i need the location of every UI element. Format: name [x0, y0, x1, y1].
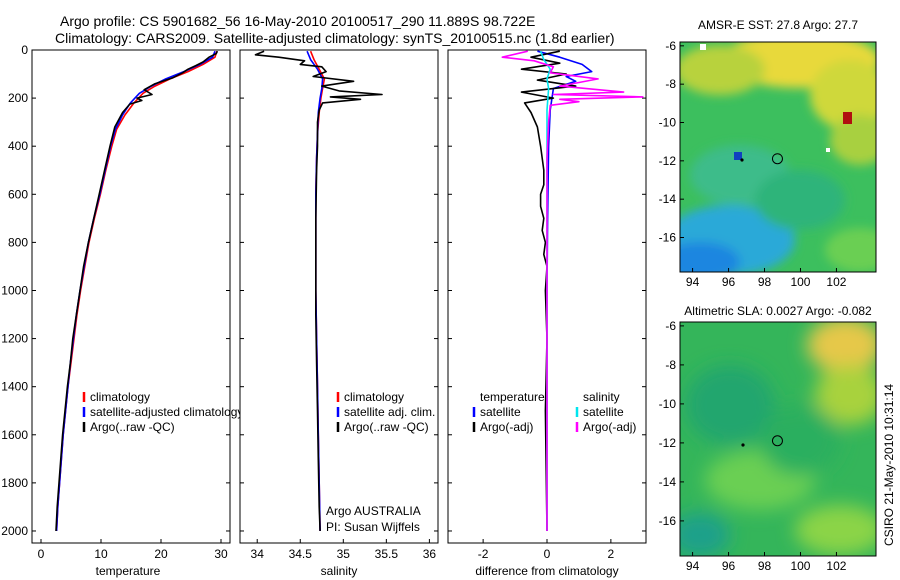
- temperature-xlabel: temperature: [96, 564, 161, 578]
- difference-legend-label: satellite: [583, 405, 624, 419]
- depth-tick-label: 1600: [1, 428, 28, 442]
- difference-legend-title: temperature: [480, 390, 545, 404]
- sst-map-ytick-label: -14: [659, 192, 677, 206]
- difference-xtick-label: 2: [608, 547, 615, 561]
- sst-map-panel: AMSR-E SST: 27.8 Argo: 27.7 94 96 98 100 102…: [659, 18, 877, 289]
- salinity-xtick-label: 34.5: [289, 547, 313, 561]
- difference-legend-label: Argo(-adj): [583, 420, 636, 434]
- sla-map-xtick-label: 96: [722, 559, 736, 573]
- salinity-xtick-label: 35: [337, 547, 351, 561]
- depth-tick-label: 1400: [1, 380, 28, 394]
- difference-xtick-label: 0: [544, 547, 551, 561]
- sla-argo-dot: [741, 443, 745, 447]
- sla-map-xtick-label: 100: [790, 559, 810, 573]
- sla-map-xtick-label: 98: [758, 559, 772, 573]
- sla-map-ytick-label: -14: [659, 475, 677, 489]
- difference-series-line-3: [501, 50, 644, 531]
- figure-title-line1: Argo profile: CS 5901682_56 16-May-2010 …: [60, 13, 536, 29]
- depth-tick-label: 800: [8, 235, 28, 249]
- salinity-legend-label: Argo(..raw -QC): [344, 420, 429, 434]
- sst-map-xtick-label: 102: [826, 275, 846, 289]
- sla-map-xtick-label: 94: [686, 559, 700, 573]
- temperature-xtick-label: 30: [214, 547, 228, 561]
- sst-map-ytick-label: -6: [665, 39, 676, 53]
- salinity-axes-box: [239, 49, 439, 544]
- sla-map-ytick-label: -10: [659, 397, 677, 411]
- sst-map-ytick-label: -16: [659, 231, 677, 245]
- csiro-timestamp: CSIRO 21-May-2010 10:31:14: [882, 384, 896, 546]
- salinity-xtick-label: 36: [423, 547, 437, 561]
- difference-legend-label: satellite: [480, 405, 521, 419]
- sla-map-ytick-label: -6: [665, 319, 676, 333]
- depth-tick-label: 2000: [1, 524, 28, 538]
- sla-map-frame: [679, 321, 877, 557]
- temperature-panel: 0 10 20 30 0 200 400 600 800 1000 1200 1400 1600 1800…: [1, 43, 243, 578]
- sst-map-xtick-label: 98: [758, 275, 772, 289]
- salinity-xlabel: salinity: [321, 564, 358, 578]
- temperature-series-line-2: [55, 50, 219, 532]
- difference-panel: -2 0 2 temperaturesatelliteArgo(-adj)salin…: [447, 49, 647, 578]
- sla-field: [680, 322, 876, 556]
- depth-tick-label: 1800: [1, 476, 28, 490]
- sst-map-title: AMSR-E SST: 27.8 Argo: 27.7: [698, 18, 858, 32]
- salinity-legend-label: climatology: [344, 390, 404, 404]
- salinity-xtick-label: 35.5: [375, 547, 399, 561]
- sst-map-ytick-label: -8: [665, 77, 676, 91]
- sst-field: [680, 42, 876, 272]
- sla-map-xtick-label: 102: [826, 559, 846, 573]
- sla-map-ytick-label: -8: [665, 358, 676, 372]
- sst-map-xtick-label: 100: [790, 275, 810, 289]
- sst-map-xtick-label: 96: [722, 275, 736, 289]
- sla-map-panel: Altimetric SLA: 0.0027 Argo: -0.082 94 96…: [659, 304, 877, 573]
- salinity-xtick-label: 34: [251, 547, 265, 561]
- difference-xlabel: difference from climatology: [475, 564, 618, 578]
- figure-title-line2: Climatology: CARS2009. Satellite-adjuste…: [55, 30, 615, 46]
- salinity-annotation-2: PI: Susan Wijffels: [326, 520, 420, 534]
- temperature-xtick-label: 0: [38, 547, 45, 561]
- sst-argo-location-marker: [771, 153, 783, 165]
- sst-map-ytick-label: -12: [659, 154, 677, 168]
- salinity-series-line-2: [254, 50, 383, 532]
- sla-argo-location-marker: [771, 435, 783, 447]
- temperature-xtick-label: 10: [94, 547, 108, 561]
- sla-map-title: Altimetric SLA: 0.0027 Argo: -0.082: [684, 304, 872, 318]
- depth-tick-label: 0: [21, 43, 28, 57]
- sst-argo-dot: [740, 158, 744, 162]
- depth-tick-label: 1200: [1, 332, 28, 346]
- sst-map-frame: [679, 41, 877, 273]
- difference-xtick-label: -2: [478, 547, 489, 561]
- sla-map-ytick-label: -16: [659, 514, 677, 528]
- depth-tick-label: 400: [8, 139, 28, 153]
- temperature-legend-label: climatology: [90, 390, 150, 404]
- difference-legend-label: Argo(-adj): [480, 420, 533, 434]
- sla-map-ytick-label: -12: [659, 436, 677, 450]
- difference-legend-title: salinity: [583, 390, 620, 404]
- temperature-axes-box: [31, 49, 231, 544]
- depth-tick-label: 200: [8, 91, 28, 105]
- salinity-annotation-1: Argo AUSTRALIA: [326, 504, 421, 518]
- sst-map-ytick-label: -10: [659, 116, 677, 130]
- sst-map-xtick-label: 94: [686, 275, 700, 289]
- temperature-legend-label: satellite-adjusted climatology: [90, 405, 243, 419]
- temperature-legend-label: Argo(..raw -QC): [90, 420, 175, 434]
- temperature-xtick-label: 20: [154, 547, 168, 561]
- depth-tick-label: 600: [8, 187, 28, 201]
- salinity-legend-label: satellite adj. clim.: [344, 405, 435, 419]
- depth-tick-label: 1000: [1, 283, 28, 297]
